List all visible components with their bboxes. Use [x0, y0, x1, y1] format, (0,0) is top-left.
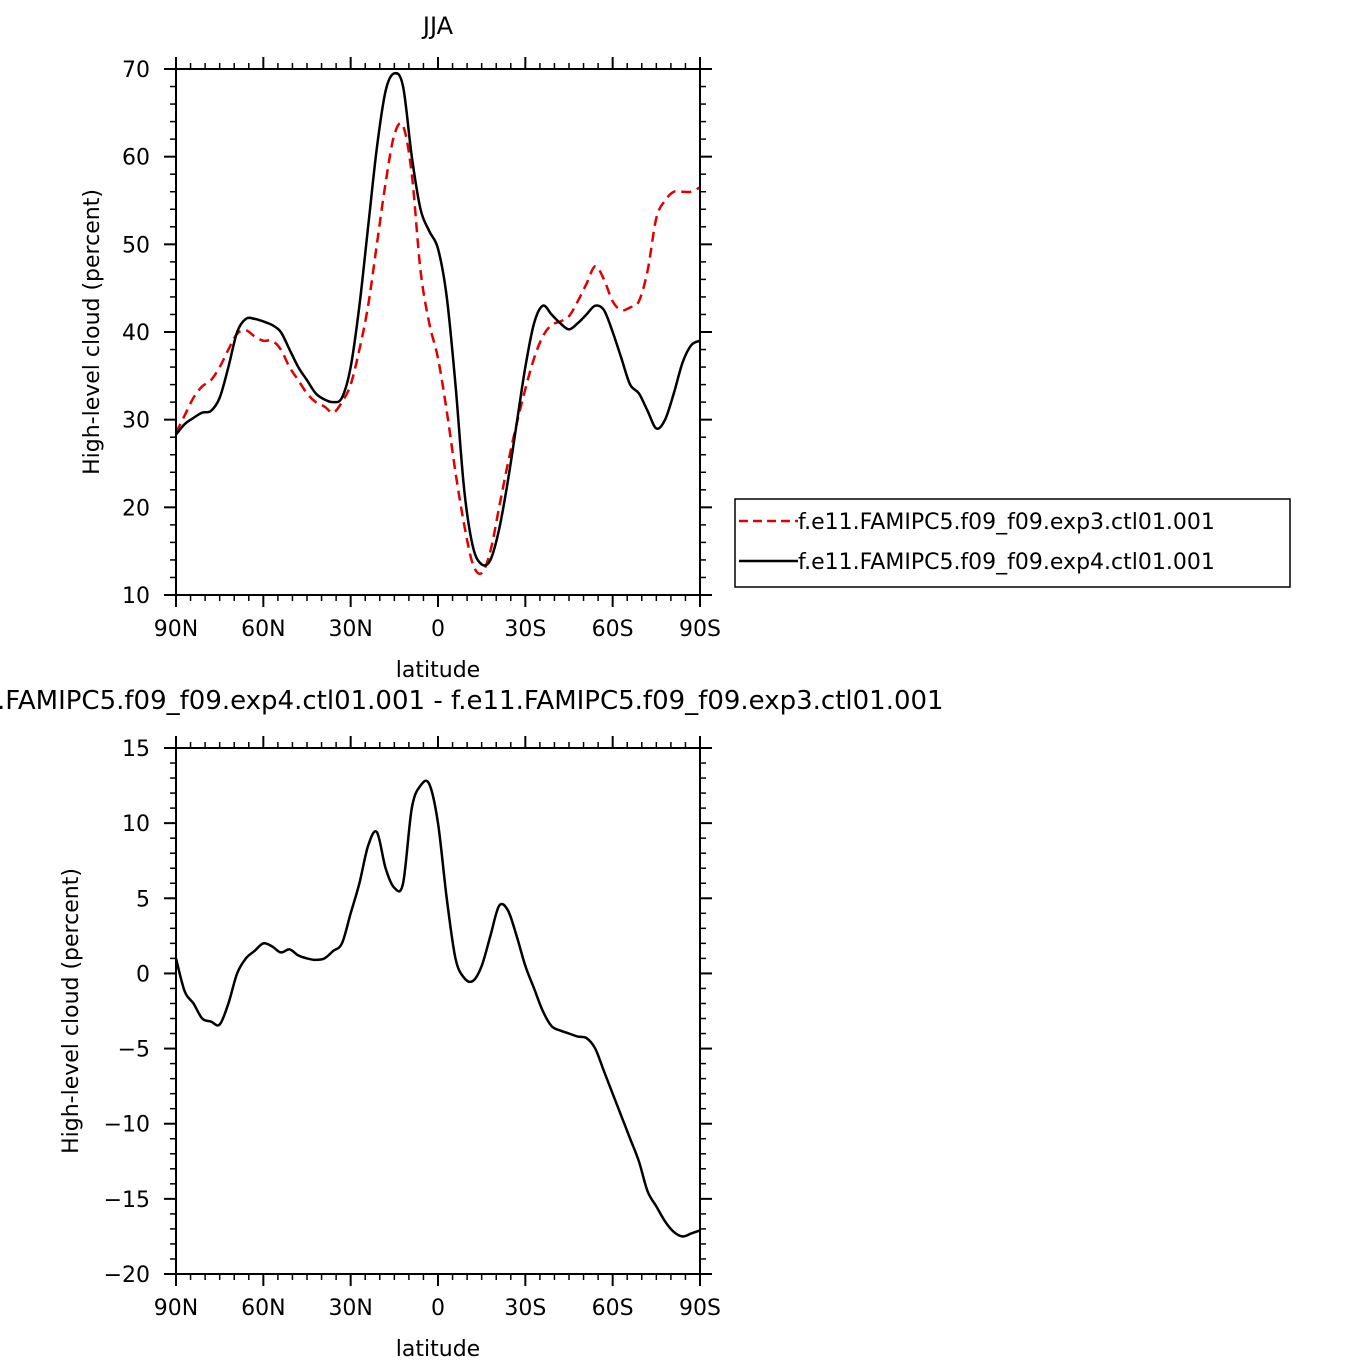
- bottom-panel: f.e11.FAMIPC5.f09_f09.exp4.ctl01.001 - f…: [0, 686, 944, 1362]
- legend-label-exp3: f.e11.FAMIPC5.f09_f09.exp3.ctl01.001: [798, 510, 1215, 535]
- bottom-y-axis-label: High-level cloud (percent): [59, 868, 84, 1154]
- top-x-tick-label: 90S: [679, 617, 721, 642]
- bottom-y-tick-label: 0: [136, 962, 150, 987]
- top-chart-title: JJA: [421, 12, 454, 40]
- top-x-tick-label: 30N: [328, 617, 372, 642]
- top-series-lines: [174, 71, 701, 576]
- top-axis-ticks: 90N 60N 30N 0 30S 60S 90S 10 20 30 40 50 60 70: [122, 57, 721, 642]
- bottom-chart-title: f.e11.FAMIPC5.f09_f09.exp4.ctl01.001 - f…: [0, 686, 944, 716]
- top-y-tick-label: 10: [122, 584, 150, 609]
- top-y-tick-label: 50: [122, 233, 150, 258]
- bottom-x-tick-label: 0: [431, 1296, 445, 1321]
- bottom-series-line-0: [174, 779, 701, 1238]
- bottom-x-tick-label: 90S: [679, 1296, 721, 1321]
- top-x-tick-label: 30S: [504, 617, 546, 642]
- bottom-y-tick-label: −5: [118, 1038, 150, 1063]
- top-y-tick-label: 40: [122, 321, 150, 346]
- legend-box: [734, 498, 1291, 588]
- bottom-y-tick-label: 5: [136, 887, 150, 912]
- top-y-tick-label: 20: [122, 496, 150, 521]
- legend: f.e11.FAMIPC5.f09_f09.exp3.ctl01.001 f.e…: [734, 498, 1291, 588]
- top-panel: JJA 90N 60N 30N 0 30S 60S 90S 10 20 30 40 50 60 70 la…: [80, 12, 721, 683]
- bottom-x-tick-label: 60N: [241, 1296, 285, 1321]
- legend-label-exp4: f.e11.FAMIPC5.f09_f09.exp4.ctl01.001: [798, 550, 1215, 575]
- bottom-series-lines: [174, 779, 701, 1238]
- bottom-y-tick-label: 15: [122, 737, 150, 762]
- bottom-axis-ticks: 90N 60N 30N 0 30S 60S 90S −20 −15 −10 −5 0 5 10 15: [104, 736, 721, 1321]
- top-x-tick-label: 60N: [241, 617, 285, 642]
- top-y-tick-label: 30: [122, 409, 150, 434]
- top-x-axis-label: latitude: [396, 658, 480, 683]
- top-y-tick-label: 70: [122, 58, 150, 83]
- bottom-x-axis-label: latitude: [396, 1337, 480, 1362]
- top-x-tick-label: 60S: [592, 617, 634, 642]
- top-series-line-0: [174, 121, 701, 576]
- top-x-tick-label: 0: [431, 617, 445, 642]
- bottom-y-tick-label: −20: [104, 1263, 150, 1288]
- bottom-x-tick-label: 90N: [154, 1296, 198, 1321]
- bottom-y-tick-label: 10: [122, 812, 150, 837]
- bottom-y-tick-label: −15: [104, 1188, 150, 1213]
- top-y-tick-label: 60: [122, 146, 150, 171]
- top-plot-frame: [175, 68, 701, 596]
- bottom-y-tick-label: −10: [104, 1113, 150, 1138]
- top-series-line-1: [175, 71, 701, 567]
- top-x-tick-label: 90N: [154, 617, 198, 642]
- top-y-axis-label: High-level cloud (percent): [80, 189, 105, 475]
- bottom-x-tick-label: 60S: [592, 1296, 634, 1321]
- bottom-x-tick-label: 30S: [504, 1296, 546, 1321]
- bottom-x-tick-label: 30N: [328, 1296, 372, 1321]
